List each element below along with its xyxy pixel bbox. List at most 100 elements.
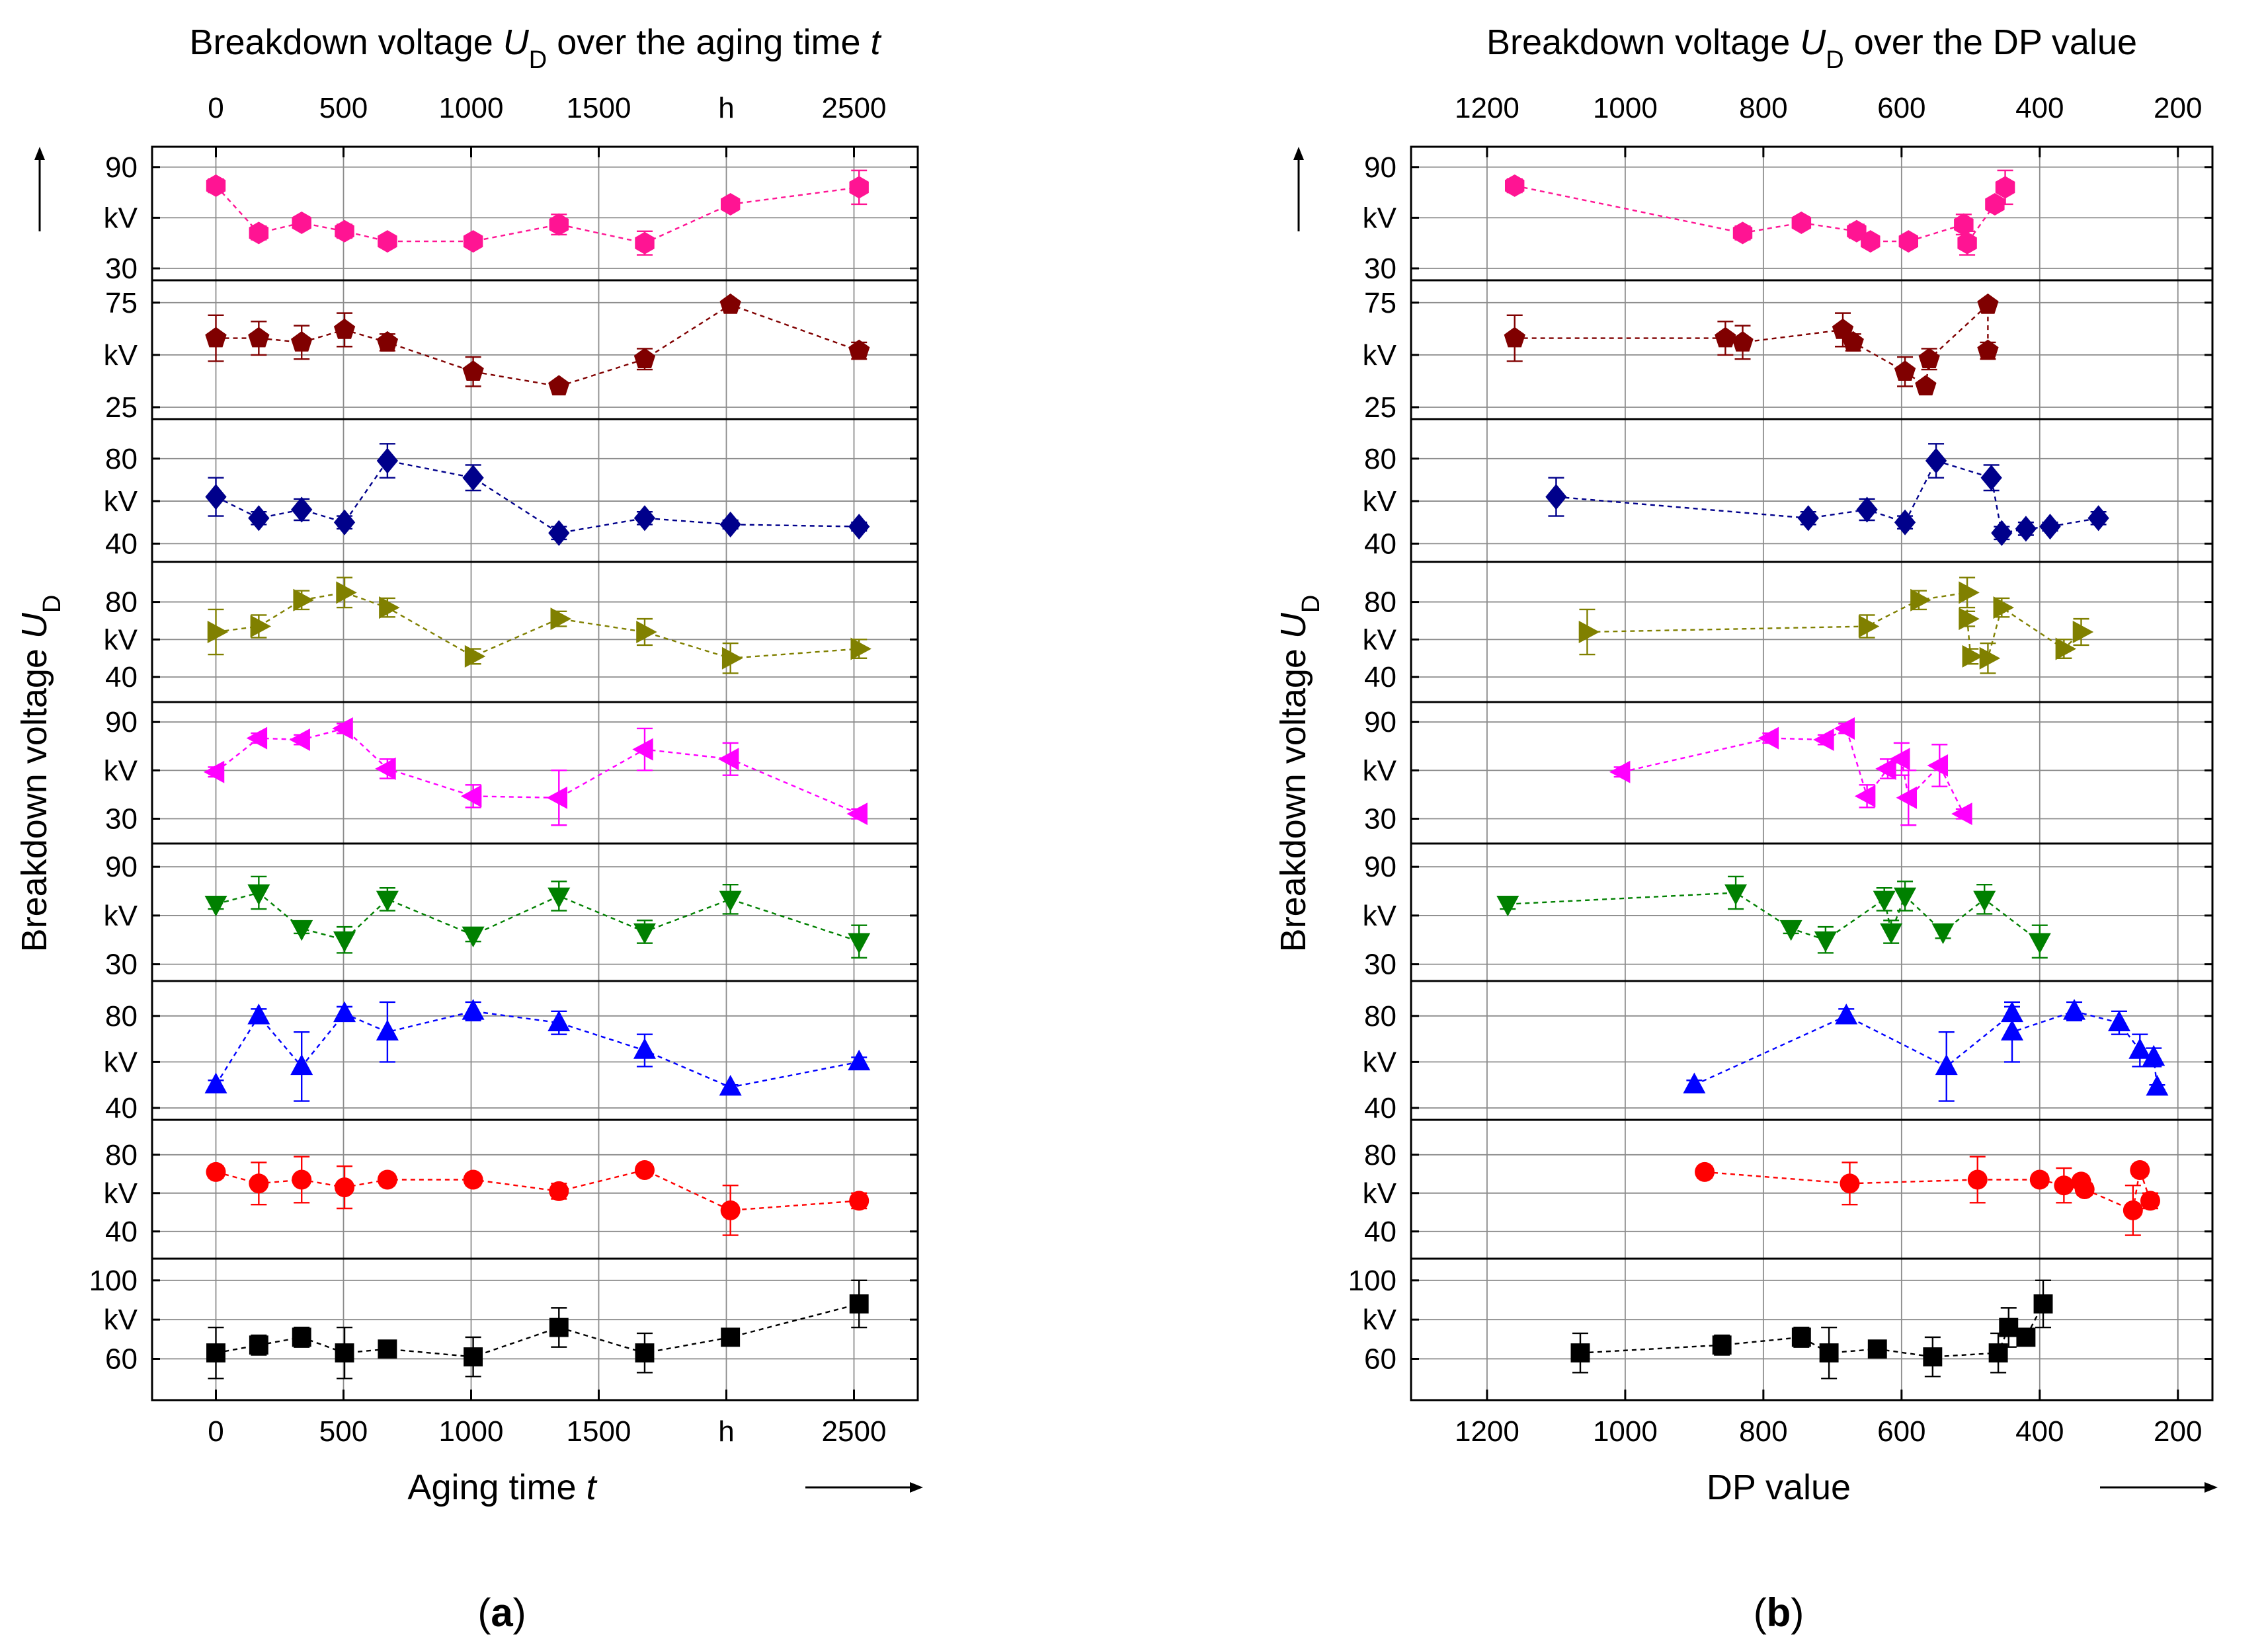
text-segment: D xyxy=(1297,595,1325,613)
y-tick-label: 80 xyxy=(1364,443,1396,475)
data-point xyxy=(2146,1074,2169,1096)
data-point xyxy=(2142,1044,2165,1066)
data-point xyxy=(1959,608,1980,631)
panel-label: (a) xyxy=(477,1591,526,1635)
data-point xyxy=(1896,786,1918,809)
y-tick-label: kV xyxy=(104,485,138,518)
data-point xyxy=(1791,1327,1811,1347)
data-point xyxy=(463,230,483,253)
data-point xyxy=(290,1054,313,1076)
data-point xyxy=(547,1010,571,1031)
x-tick-label: 1200 xyxy=(1455,1415,1519,1448)
data-point xyxy=(1505,174,1525,197)
data-point xyxy=(1854,785,1876,808)
series-line xyxy=(216,1169,860,1212)
data-point xyxy=(1988,1343,2008,1363)
data-point xyxy=(1894,360,1916,381)
data-point xyxy=(1977,294,1999,314)
data-point xyxy=(1923,1347,1943,1366)
data-point xyxy=(333,318,356,339)
top-tick-label: 1000 xyxy=(439,92,504,124)
y-axis-title: Breakdown voltage UD xyxy=(15,595,66,953)
data-point xyxy=(1993,596,2015,619)
y-tick-label: kV xyxy=(1363,202,1397,234)
data-point xyxy=(2033,1294,2053,1314)
y-tick-label: 100 xyxy=(1348,1265,1396,1297)
data-point xyxy=(1951,803,1972,826)
series-row: 100 kV 60 xyxy=(1348,1257,2214,1401)
top-tick-label: 600 xyxy=(1877,92,1925,124)
subplot-frame xyxy=(151,1257,919,1401)
text-segment: U xyxy=(15,612,54,639)
data-point xyxy=(1935,1054,1958,1076)
data-point xyxy=(849,1294,869,1314)
y-tick-label: 80 xyxy=(105,443,138,475)
series-row: 90 kV 30 xyxy=(104,145,919,285)
y-tick-label: 60 xyxy=(1364,1343,1396,1376)
y-tick-label: 40 xyxy=(1364,1216,1396,1248)
series-row: 90 kV 30 xyxy=(1363,701,2214,845)
data-point xyxy=(1995,176,2015,199)
y-tick-label: 90 xyxy=(1364,851,1396,883)
data-point xyxy=(2107,1010,2130,1031)
data-point xyxy=(2015,516,2037,542)
data-point xyxy=(719,511,741,537)
x-axis-title: DP value xyxy=(1707,1468,1851,1507)
data-point xyxy=(1918,348,1940,368)
data-point xyxy=(546,786,568,809)
data-point xyxy=(206,1161,226,1182)
data-point xyxy=(1898,230,1918,253)
data-point xyxy=(333,1001,356,1023)
data-point xyxy=(2074,1179,2095,1199)
series-row: 75 kV 25 xyxy=(1363,279,2214,424)
data-point xyxy=(719,890,742,912)
data-point xyxy=(1999,1318,2019,1337)
data-point xyxy=(248,327,270,348)
text-segment: Aging time xyxy=(407,1468,586,1507)
series-line xyxy=(1587,592,2082,660)
subplot-frame xyxy=(1410,418,2214,563)
data-point xyxy=(1715,327,1736,348)
text-segment: over the aging time xyxy=(547,22,870,62)
data-point xyxy=(1732,221,1753,245)
data-point xyxy=(548,375,570,396)
top-tick-label: 1200 xyxy=(1455,92,1519,124)
data-point xyxy=(462,465,484,491)
top-tick-label: 500 xyxy=(319,92,368,124)
data-point xyxy=(1856,496,1878,523)
data-point xyxy=(2028,933,2051,954)
top-tick-label: 1000 xyxy=(1593,92,1658,124)
data-point xyxy=(1894,509,1916,535)
data-point xyxy=(291,496,313,523)
data-point xyxy=(549,213,569,236)
data-point xyxy=(846,803,868,826)
x-direction-arrowhead xyxy=(910,1482,923,1493)
data-point xyxy=(2087,505,2109,531)
y-tick-label: 75 xyxy=(1364,287,1396,319)
chart-title: Breakdown voltage UD over the DP value xyxy=(1486,22,2137,74)
text-segment: Breakdown voltage xyxy=(189,22,503,62)
y-tick-label: kV xyxy=(104,754,138,787)
data-point xyxy=(1496,895,1519,917)
data-point xyxy=(1545,484,1567,510)
data-point xyxy=(375,757,396,780)
data-point xyxy=(332,717,353,740)
data-point xyxy=(333,509,356,535)
data-point xyxy=(1504,327,1525,348)
data-point xyxy=(1834,717,1855,740)
series-row: 80 kV 40 xyxy=(104,1119,919,1260)
data-point xyxy=(721,1327,741,1347)
data-point xyxy=(291,331,313,352)
text-segment: t xyxy=(871,22,882,62)
data-point xyxy=(2055,637,2077,660)
series-line xyxy=(215,727,860,815)
y-tick-label: 90 xyxy=(1364,706,1396,738)
data-point xyxy=(848,514,870,540)
y-tick-label: kV xyxy=(1363,1177,1397,1210)
data-point xyxy=(633,1038,656,1059)
chart-panel-a: 90kV3075kV2580kV4080kV4090kV3090kV3080kV… xyxy=(15,22,923,1635)
subplot-frame xyxy=(151,561,919,703)
data-point xyxy=(204,1072,227,1093)
data-point xyxy=(464,1347,483,1366)
data-point xyxy=(719,294,741,314)
